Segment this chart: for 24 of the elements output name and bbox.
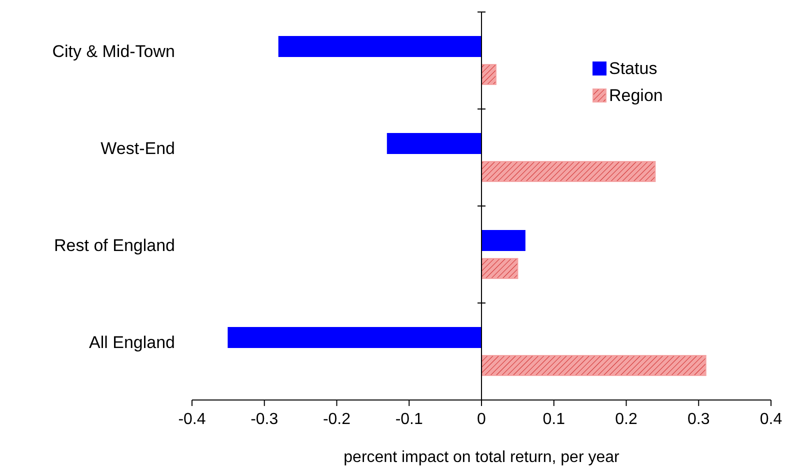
y-tick-label: Rest of England: [54, 236, 175, 255]
bar: [481, 258, 518, 279]
x-tick-label: -0.1: [395, 411, 424, 428]
x-tick-label: 0.4: [760, 411, 782, 428]
x-tick-label: 0.3: [688, 411, 710, 428]
x-tick-label: 0.1: [542, 411, 566, 428]
bar: [481, 64, 496, 85]
x-tick-label: 0: [477, 411, 486, 428]
bar: [481, 355, 706, 376]
bar: [228, 327, 482, 348]
x-tick-label: -0.2: [322, 411, 351, 428]
bar: [481, 230, 526, 251]
y-tick-label: All England: [88, 332, 175, 352]
bar: [278, 36, 482, 57]
x-tick-label: -0.3: [250, 411, 278, 428]
x-axis-title: percent impact on total return, per year: [344, 449, 620, 466]
y-tick-label: City & Mid-Town: [52, 42, 175, 61]
legend-label: Status: [609, 59, 658, 78]
bar: [386, 133, 482, 154]
legend-label: Region: [609, 86, 663, 105]
x-tick-label: -0.4: [178, 411, 206, 428]
y-tick-label: West-End: [100, 138, 175, 158]
bar: [481, 161, 656, 182]
x-tick-label: 0.2: [615, 411, 638, 428]
